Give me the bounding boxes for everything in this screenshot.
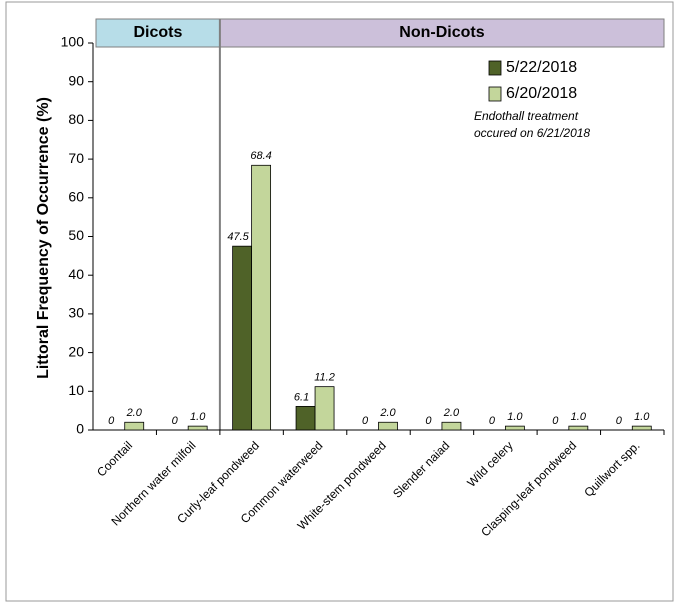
y-tick-label: 40 xyxy=(68,266,84,282)
value-label: 2.0 xyxy=(443,407,460,419)
bar xyxy=(504,425,525,431)
y-axis-label: Littoral Frequency of Occurrence (%) xyxy=(35,97,52,379)
value-label: 1.0 xyxy=(634,411,650,423)
bar xyxy=(441,421,462,431)
y-tick-label: 100 xyxy=(61,34,85,50)
value-label: 1.0 xyxy=(571,411,587,423)
value-label: 2.0 xyxy=(126,407,143,419)
y-tick-label: 50 xyxy=(68,227,84,243)
bar xyxy=(568,425,589,431)
value-label: 0 xyxy=(425,415,432,427)
x-tick-label: Quillwort spp. xyxy=(581,438,642,499)
frame xyxy=(5,1,674,602)
y-tick-label: 90 xyxy=(68,72,84,88)
value-label: 2.0 xyxy=(379,407,396,419)
value-label: 47.5 xyxy=(227,231,249,243)
value-label: 6.1 xyxy=(294,391,309,403)
y-tick-label: 10 xyxy=(68,382,84,398)
value-label: 0 xyxy=(489,415,496,427)
value-label: 1.0 xyxy=(190,411,206,423)
bar xyxy=(631,425,652,431)
value-label: 0 xyxy=(108,415,115,427)
y-tick-label: 60 xyxy=(68,189,84,205)
legend-label: 6/20/2018 xyxy=(506,85,577,102)
value-label: 11.2 xyxy=(314,372,335,384)
bar xyxy=(232,245,253,431)
bar xyxy=(314,386,335,431)
group-label: Non-Dicots xyxy=(399,24,484,41)
y-tick-label: 70 xyxy=(68,150,84,166)
bar xyxy=(378,421,398,431)
value-label: 0 xyxy=(616,415,623,427)
bar xyxy=(251,164,272,431)
x-tick-label: Slender naiad xyxy=(390,438,452,500)
legend-label: 5/22/2018 xyxy=(506,59,577,76)
y-tick-label: 30 xyxy=(68,305,84,321)
group-header xyxy=(95,18,221,48)
value-label: 1.0 xyxy=(507,411,523,423)
x-tick-label: Wild celery xyxy=(464,438,515,489)
value-label: 68.4 xyxy=(250,150,271,162)
bar xyxy=(295,405,316,431)
bar xyxy=(124,421,145,431)
bar xyxy=(187,425,208,431)
y-tick-label: 0 xyxy=(76,421,84,437)
annotation: Endothall treatment xyxy=(474,109,579,123)
annotation: occured on 6/21/2018 xyxy=(474,126,590,140)
group-header xyxy=(219,18,665,48)
value-label: 0 xyxy=(552,415,559,427)
value-label: 0 xyxy=(362,415,369,427)
group-label: Dicots xyxy=(133,24,182,41)
x-tick-label: Coontail xyxy=(94,438,135,479)
value-label: 0 xyxy=(172,415,179,427)
legend-swatch xyxy=(488,60,502,76)
legend-swatch xyxy=(488,86,502,102)
y-tick-label: 80 xyxy=(68,111,84,127)
y-tick-label: 20 xyxy=(68,343,84,359)
